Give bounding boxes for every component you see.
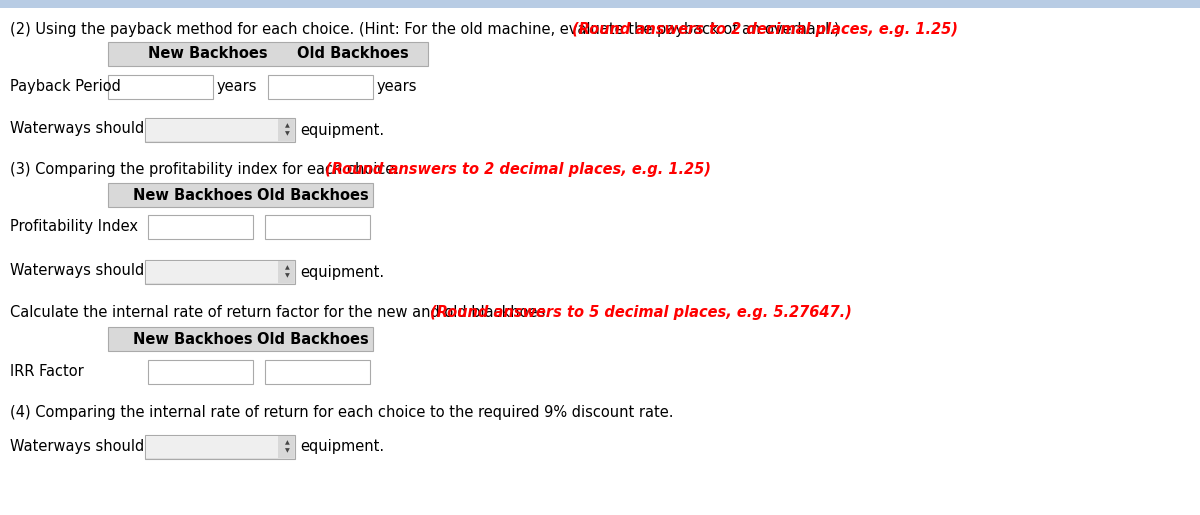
Text: New Backhoes: New Backhoes [148, 46, 268, 61]
Text: Waterways should: Waterways should [10, 438, 144, 454]
Text: Payback Period: Payback Period [10, 78, 121, 94]
Bar [146, 436, 278, 458]
Bar [278, 261, 294, 283]
Bar [145, 435, 295, 459]
Bar [265, 360, 370, 384]
Bar [278, 119, 294, 141]
Bar [145, 260, 295, 284]
Bar [146, 119, 278, 141]
Text: (Round answers to 2 decimal places, e.g. 1.25): (Round answers to 2 decimal places, e.g.… [325, 162, 712, 177]
Text: Calculate the internal rate of return factor for the new and old blackhoes.: Calculate the internal rate of return fa… [10, 305, 554, 320]
Text: ▲: ▲ [284, 123, 289, 128]
Text: Profitability Index: Profitability Index [10, 218, 138, 233]
Bar [278, 436, 294, 458]
Bar [148, 360, 253, 384]
Bar [265, 215, 370, 239]
Text: New Backhoes: New Backhoes [133, 332, 253, 347]
Bar [0, 0, 1200, 8]
Text: Waterways should: Waterways should [10, 264, 144, 279]
Text: ▲: ▲ [284, 440, 289, 445]
Text: equipment.: equipment. [300, 123, 384, 138]
Text: ▼: ▼ [284, 131, 289, 136]
Text: (3) Comparing the profitability index for each choice.: (3) Comparing the profitability index fo… [10, 162, 403, 177]
Text: Old Backhoes: Old Backhoes [298, 46, 409, 61]
Text: Waterways should: Waterways should [10, 122, 144, 136]
Bar [108, 327, 373, 351]
Text: Old Backhoes: Old Backhoes [257, 332, 368, 347]
Bar [108, 42, 428, 66]
Text: ▼: ▼ [284, 273, 289, 278]
Text: (Round answers to 2 decimal places, e.g. 1.25): (Round answers to 2 decimal places, e.g.… [572, 22, 959, 37]
Bar [268, 75, 373, 99]
Text: (2) Using the payback method for each choice. (Hint: For the old machine, evalua: (2) Using the payback method for each ch… [10, 22, 845, 37]
Text: equipment.: equipment. [300, 265, 384, 280]
Text: Old Backhoes: Old Backhoes [257, 187, 368, 202]
Bar [145, 118, 295, 142]
Text: equipment.: equipment. [300, 439, 384, 455]
Bar [108, 75, 214, 99]
Text: ▲: ▲ [284, 265, 289, 270]
Bar [148, 215, 253, 239]
Text: (4) Comparing the internal rate of return for each choice to the required 9% dis: (4) Comparing the internal rate of retur… [10, 405, 673, 420]
Text: (Round answers to 5 decimal places, e.g. 5.27647.): (Round answers to 5 decimal places, e.g.… [431, 305, 852, 320]
Bar [146, 261, 278, 283]
Text: New Backhoes: New Backhoes [133, 187, 253, 202]
Text: years: years [377, 79, 418, 94]
Bar [108, 183, 373, 207]
Text: years: years [217, 79, 258, 94]
Text: ▼: ▼ [284, 448, 289, 453]
Text: IRR Factor: IRR Factor [10, 364, 84, 379]
